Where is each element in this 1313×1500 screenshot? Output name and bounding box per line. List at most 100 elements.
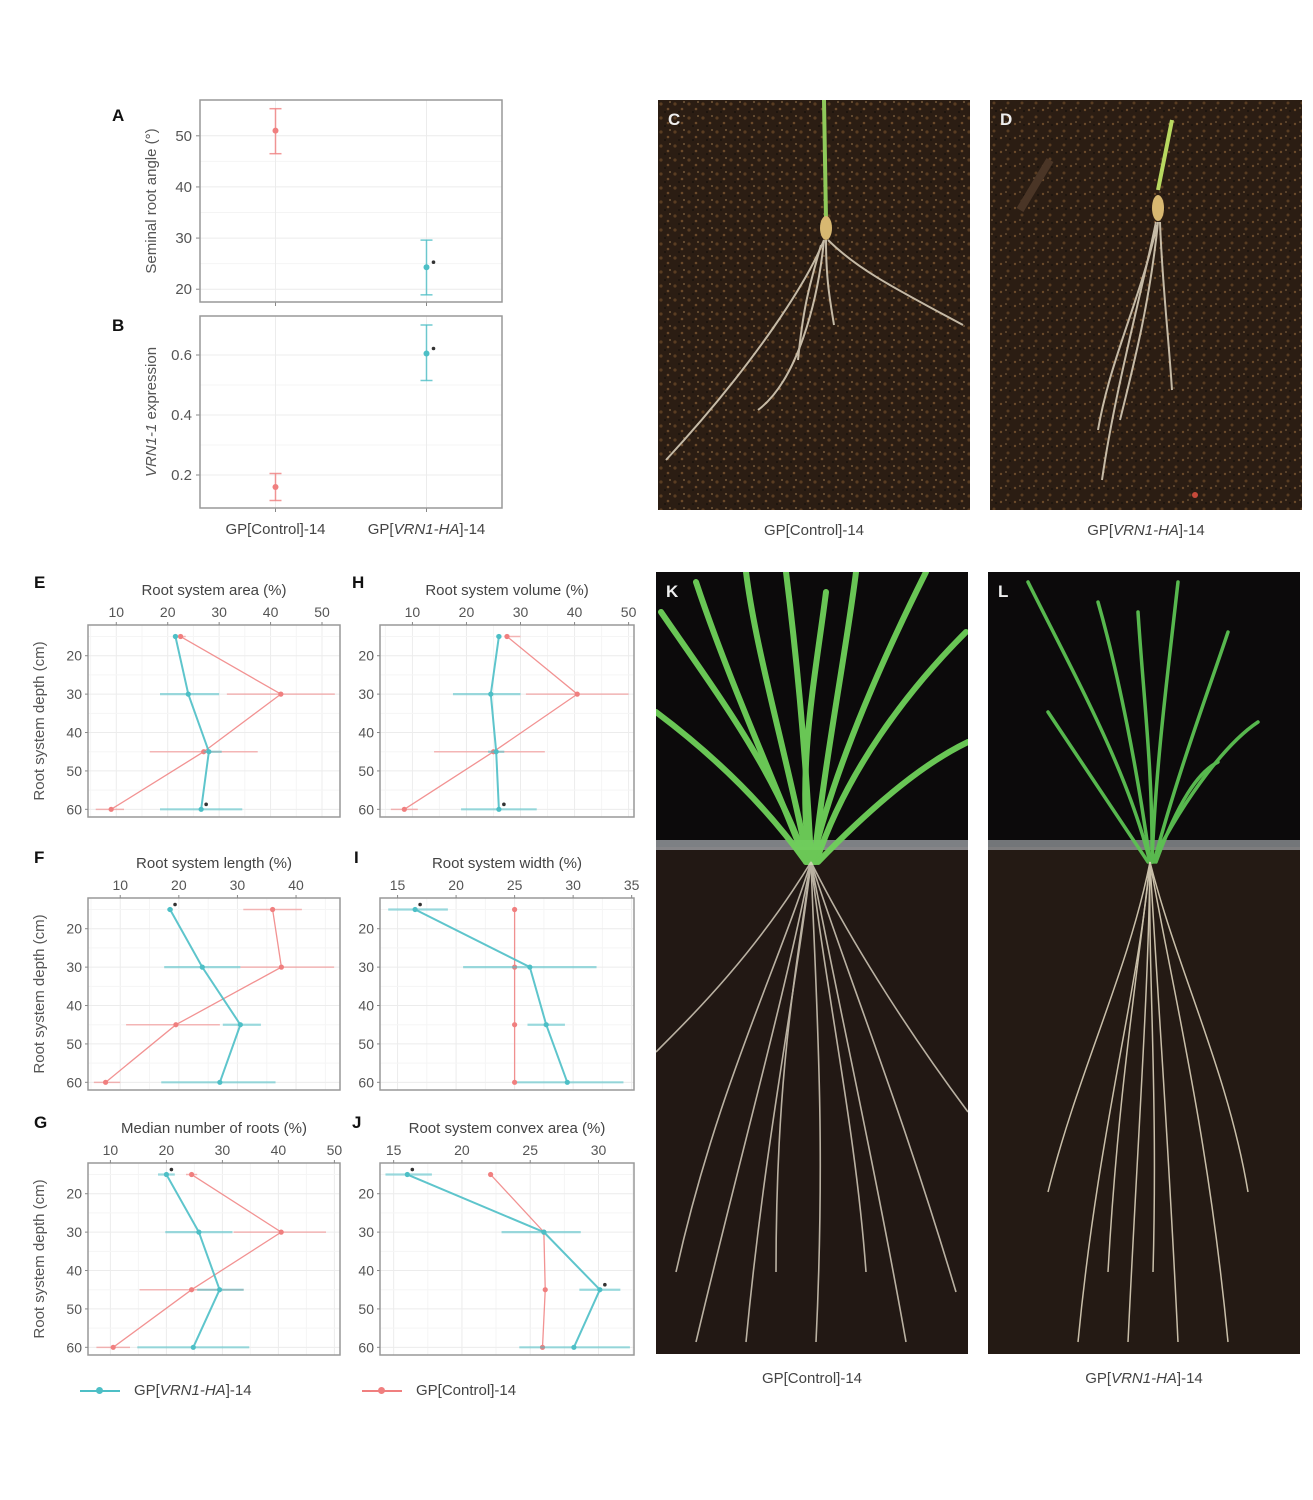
- y-tick-label: 30: [66, 686, 82, 702]
- chart-title: Root system width (%): [432, 855, 582, 872]
- y-tick-label: 60: [66, 1339, 82, 1355]
- photo-l-caption: GP[VRN1-HA]-14: [1085, 1370, 1203, 1387]
- significance-marker-icon: [173, 902, 177, 907]
- significance-marker-icon: [418, 902, 422, 907]
- chart-root-system-area: 10 20 30 40 50 20 30 40 50 60 Root system area (%)…: [31, 582, 341, 818]
- y-tick-label: 30: [358, 1224, 374, 1240]
- x-tick-label: 20: [448, 877, 464, 893]
- panel-letter-g: G: [34, 1113, 48, 1132]
- x-tick-label: 25: [522, 1142, 538, 1158]
- panel-letter-e: E: [34, 573, 46, 592]
- seedling-roots-illustration-icon: [990, 100, 1302, 510]
- legend-control-swatch-icon: [362, 1386, 402, 1396]
- y-tick-label: 40: [66, 1263, 82, 1279]
- significance-marker-icon: [410, 1167, 415, 1172]
- y-tick-label: 40: [358, 1263, 374, 1279]
- y-tick-label: 20: [66, 1186, 82, 1202]
- plot-frame: [87, 624, 341, 818]
- y-tick-label: 40: [175, 179, 192, 196]
- legend-control: GP[Control]-14: [362, 1382, 516, 1399]
- y-tick-label: 20: [358, 1186, 374, 1202]
- series-control: [95, 633, 335, 812]
- data-point-control: [269, 107, 282, 155]
- significance-marker-icon: [502, 802, 506, 807]
- x-tick-label: 30: [211, 604, 227, 620]
- photo-c-control-seedling: C: [658, 100, 970, 510]
- x-tick-label: 15: [390, 877, 406, 893]
- chart-root-system-length: 10 20 30 40 20 30 40 50 60 Root system length (%)…: [31, 855, 341, 1091]
- y-tick-label: 60: [358, 801, 374, 817]
- x-tick-label: 20: [159, 1142, 175, 1158]
- data-point-vrn1: [420, 239, 433, 296]
- x-tick-label: 35: [624, 877, 640, 893]
- x-tick-label: 40: [288, 877, 304, 893]
- series-control: [93, 906, 335, 1085]
- y-tick-label: 20: [358, 921, 374, 937]
- y-tick-label: 20: [175, 281, 192, 298]
- chart-title: Root system volume (%): [425, 582, 588, 599]
- x-tick-label: GP[Control]-14: [225, 521, 325, 538]
- plot-frame: [379, 1162, 635, 1356]
- y-tick-label: 50: [66, 1301, 82, 1317]
- plot-frame: [199, 99, 503, 303]
- y-tick-label: 50: [358, 1301, 374, 1317]
- chart-median-number-of-roots: 10 20 30 40 50 20 30 40 50 60 Median number of roo…: [31, 1120, 343, 1356]
- data-point-control: [269, 472, 282, 502]
- series-vrn1: [160, 633, 243, 812]
- y-tick-label: 50: [175, 128, 192, 145]
- y-tick-label: 30: [66, 1224, 82, 1240]
- series-vrn1: [137, 1171, 250, 1350]
- photo-letter-k: K: [666, 582, 679, 601]
- legend-vrn1: GP[VRN1-HA]-14: [80, 1382, 252, 1399]
- panel-letter-b: B: [112, 316, 125, 335]
- photo-d-caption: GP[VRN1-HA]-14: [1087, 522, 1205, 539]
- chart-vrn1-expression: 0.2 0.4 0.6 VRN1-1 expression GP[Control]-14…: [143, 315, 503, 538]
- mature-plant-roots-illustration-icon: [656, 572, 968, 1354]
- series-control: [390, 633, 629, 812]
- significance-marker-icon: [169, 1167, 174, 1172]
- y-tick-label: 50: [66, 763, 82, 779]
- x-tick-label: 50: [327, 1142, 343, 1158]
- seedling-roots-illustration-icon: [658, 100, 970, 510]
- photo-d-vrn1-seedling: D: [990, 100, 1302, 510]
- photo-letter-l: L: [998, 582, 1009, 601]
- y-tick-label: 60: [358, 1074, 374, 1090]
- x-tick-label: 40: [567, 604, 583, 620]
- series-control: [488, 1171, 548, 1350]
- x-tick-label: 10: [405, 604, 421, 620]
- chart-title: Root system convex area (%): [409, 1120, 606, 1137]
- legend-vrn1-label: GP[VRN1-HA]-14: [134, 1382, 252, 1399]
- y-tick-label: 60: [66, 1074, 82, 1090]
- series-control: [512, 906, 518, 1085]
- x-tick-label: GP[VRN1-HA]-14: [368, 521, 486, 538]
- y-axis-label: Root system depth (cm): [31, 641, 48, 800]
- series-vrn1: [161, 906, 276, 1085]
- photo-letter-c: C: [668, 110, 681, 129]
- x-tick-label: 40: [263, 604, 279, 620]
- x-tick-label: 30: [513, 604, 529, 620]
- x-tick-label: 40: [271, 1142, 287, 1158]
- series-control: [96, 1171, 326, 1350]
- x-tick-label: 10: [103, 1142, 119, 1158]
- x-tick-label: 25: [507, 877, 523, 893]
- y-tick-label: 40: [358, 998, 374, 1014]
- y-tick-label: 0.2: [171, 467, 192, 484]
- y-axis-label: Root system depth (cm): [31, 1179, 48, 1338]
- chart-root-system-width: 15 20 25 30 35 20 30 40 50 60 Root system width (%…: [358, 855, 640, 1091]
- y-tick-label: 50: [358, 763, 374, 779]
- chart-root-system-convex-area: 15 20 25 30 20 30 40 50 60 Root system convex are…: [358, 1120, 635, 1356]
- x-tick-label: 50: [314, 604, 330, 620]
- plot-frame: [379, 624, 635, 818]
- series-vrn1: [388, 906, 624, 1085]
- y-tick-label: 20: [66, 648, 82, 664]
- significance-marker-icon: [603, 1282, 607, 1287]
- chart-title: Root system length (%): [136, 855, 292, 872]
- x-tick-label: 30: [215, 1142, 231, 1158]
- mature-plant-roots-illustration-icon: [988, 580, 1300, 1354]
- y-tick-label: 40: [66, 998, 82, 1014]
- plot-frame: [87, 897, 341, 1091]
- y-tick-label: 30: [358, 959, 374, 975]
- y-tick-label: 40: [66, 725, 82, 741]
- x-tick-label: 15: [386, 1142, 402, 1158]
- plot-frame: [199, 315, 503, 509]
